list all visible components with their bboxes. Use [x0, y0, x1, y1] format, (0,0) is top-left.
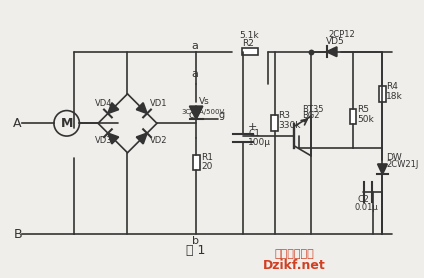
Text: R4: R4	[386, 82, 398, 91]
Polygon shape	[108, 133, 119, 144]
Text: C2: C2	[358, 195, 370, 204]
Text: 20: 20	[201, 162, 212, 172]
Text: VD4: VD4	[95, 99, 113, 108]
Text: 3CT1A/500V: 3CT1A/500V	[181, 108, 225, 115]
Text: R3: R3	[279, 111, 290, 120]
Text: R1: R1	[201, 153, 213, 162]
Text: 0.01μ: 0.01μ	[354, 203, 378, 212]
Text: A: A	[14, 117, 22, 130]
Text: +: +	[248, 122, 257, 132]
Text: 50k: 50k	[357, 115, 374, 124]
Text: 330k: 330k	[279, 121, 301, 130]
Text: c: c	[188, 110, 194, 120]
Text: C1: C1	[248, 129, 260, 138]
Text: a: a	[191, 41, 198, 51]
Polygon shape	[326, 47, 337, 56]
Bar	[242, 48, 258, 55]
Text: BG2: BG2	[302, 111, 320, 120]
Polygon shape	[190, 106, 203, 119]
Polygon shape	[137, 103, 147, 113]
Text: VD3: VD3	[95, 136, 113, 145]
Text: R2: R2	[242, 39, 254, 48]
Bar	[192, 155, 200, 170]
Text: g: g	[219, 110, 225, 120]
Bar	[379, 86, 386, 102]
Text: Dzikf.net: Dzikf.net	[263, 259, 326, 272]
Text: M: M	[61, 117, 73, 130]
Text: 100μ: 100μ	[248, 138, 271, 147]
Polygon shape	[137, 133, 147, 144]
Polygon shape	[378, 164, 387, 174]
Text: 电子开发社区: 电子开发社区	[274, 249, 314, 259]
Text: 18k: 18k	[386, 92, 403, 101]
Text: Vs: Vs	[199, 97, 210, 106]
Text: 2CP12: 2CP12	[329, 30, 355, 39]
Bar	[271, 115, 278, 131]
Bar	[350, 109, 357, 124]
Text: b: b	[192, 236, 199, 246]
Text: B: B	[13, 228, 22, 241]
Text: a: a	[191, 69, 198, 79]
Text: R5: R5	[357, 105, 369, 113]
Text: 2CW21J: 2CW21J	[386, 160, 419, 169]
Text: VD1: VD1	[150, 99, 167, 108]
Text: DW: DW	[386, 153, 402, 162]
Text: BT35: BT35	[302, 105, 324, 113]
Text: VD5: VD5	[326, 37, 344, 46]
Text: 5.1k: 5.1k	[239, 31, 259, 40]
Text: VD2: VD2	[150, 136, 167, 145]
Polygon shape	[108, 103, 119, 113]
Text: 图 1: 图 1	[187, 244, 206, 257]
